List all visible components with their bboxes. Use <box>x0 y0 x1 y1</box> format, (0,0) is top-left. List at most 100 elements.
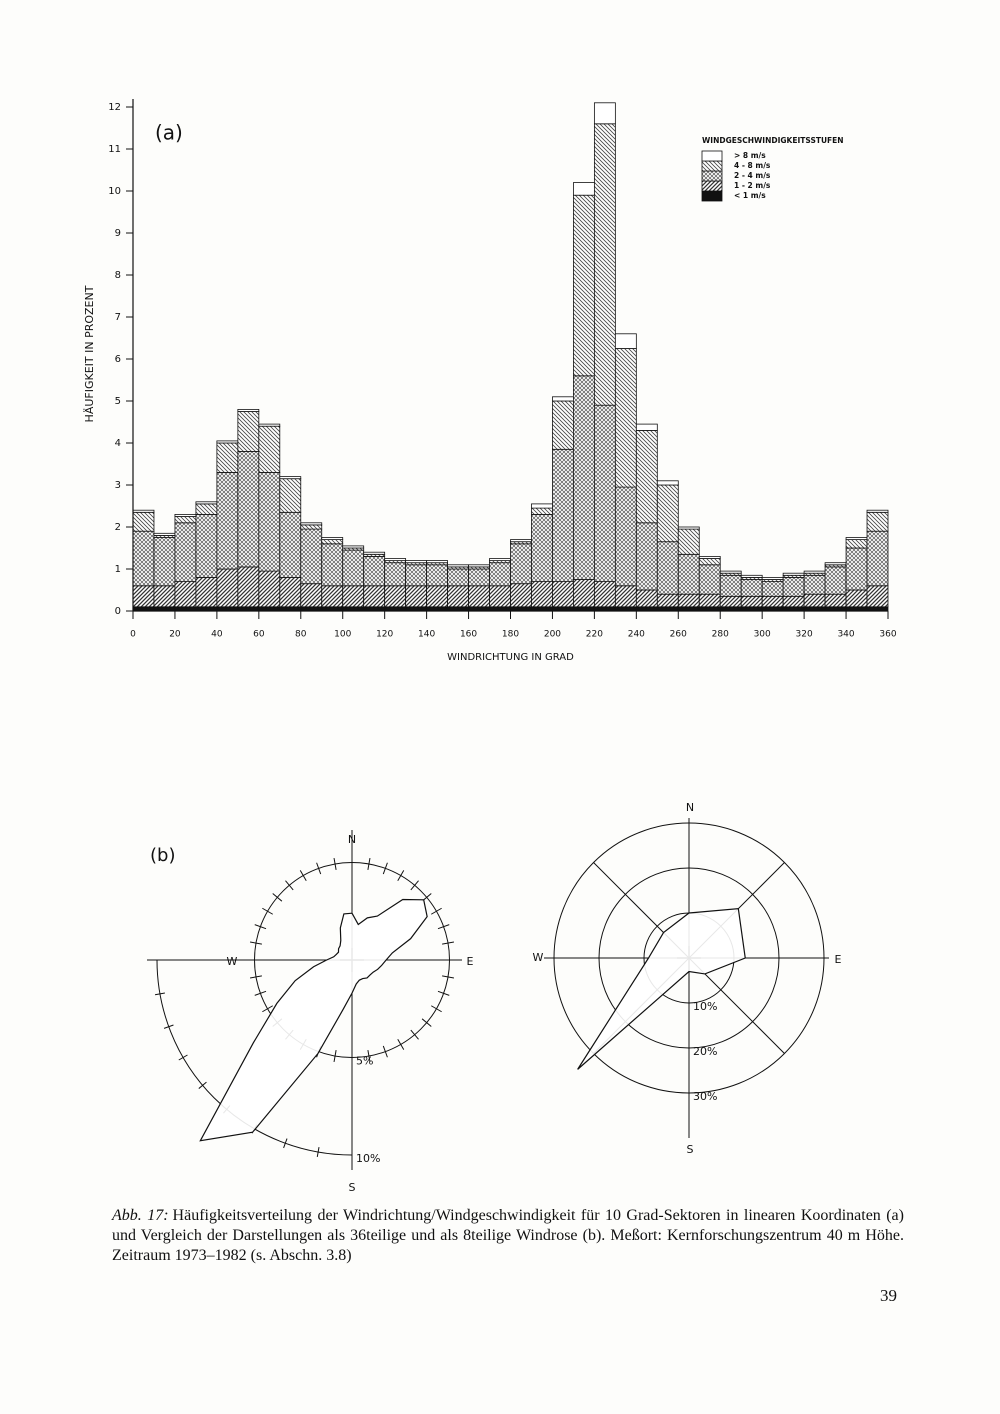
bar-segment <box>489 606 511 612</box>
ring-tick <box>382 862 388 875</box>
bar-segment <box>447 564 469 568</box>
bar-segment <box>489 562 511 587</box>
bar-segment <box>803 574 826 595</box>
bar-segment <box>153 606 176 612</box>
bar-segment <box>740 574 763 578</box>
y-tick-label: 1 <box>115 564 121 575</box>
bar-segment <box>573 579 595 608</box>
bar-segment <box>740 595 763 608</box>
ring-tick <box>437 924 450 930</box>
bar-segment <box>258 471 281 572</box>
x-tick-label: 260 <box>670 630 687 640</box>
bar-segment <box>468 606 490 612</box>
x-tick-label: 100 <box>334 630 351 640</box>
bar-segment <box>468 585 490 608</box>
bar-segment <box>342 545 365 549</box>
bar-segment <box>761 595 784 608</box>
bar-segment <box>363 606 386 612</box>
bar-segment <box>342 606 365 612</box>
ring-tick <box>397 870 405 882</box>
x-tick-label: 20 <box>169 630 181 640</box>
y-tick-label: 11 <box>108 144 121 155</box>
bar-segment <box>824 562 847 566</box>
ring-tick <box>249 941 262 945</box>
y-tick-label: 6 <box>115 354 121 365</box>
ring-arc <box>156 959 353 1156</box>
ring-tick <box>283 1138 288 1149</box>
bar-segment <box>531 514 553 583</box>
bar-segment <box>447 606 469 612</box>
bar-segment <box>510 606 532 612</box>
bar-segment <box>258 606 281 612</box>
bar-segment <box>342 585 365 608</box>
bar-segment <box>782 606 805 612</box>
y-tick-label: 2 <box>115 522 121 533</box>
bar-segment <box>384 562 407 587</box>
ring-label: 20% <box>693 1045 717 1058</box>
bar-segment <box>300 583 323 608</box>
bar-segment <box>698 556 721 559</box>
bar-segment <box>740 606 763 612</box>
legend-label: 1 - 2 m/s <box>734 181 771 190</box>
bar-segment <box>573 375 595 580</box>
bar-segment <box>656 480 679 486</box>
ring-tick <box>410 1029 419 1040</box>
caption-text: Häufigkeitsverteilung der Windrichtung/W… <box>112 1207 904 1264</box>
bar-segment <box>132 530 155 587</box>
bar-segment <box>866 606 889 612</box>
bar-segment <box>719 574 742 597</box>
bar-segment <box>677 553 700 595</box>
bar-segment <box>153 537 176 587</box>
bar-segment <box>552 400 574 450</box>
bar-segment <box>279 577 302 608</box>
bar-segment <box>510 543 532 585</box>
x-tick-label: 300 <box>754 630 771 640</box>
y-tick-label: 3 <box>115 480 121 491</box>
legend-swatch <box>701 170 723 182</box>
bar-segment <box>824 566 847 595</box>
ring-tick <box>442 941 455 945</box>
bar-segment <box>845 537 868 540</box>
x-tick-label: 200 <box>544 630 561 640</box>
bar-segment <box>761 581 784 597</box>
bar-segment <box>614 606 637 612</box>
bar-segment <box>447 585 469 608</box>
direction-label: N <box>348 833 356 846</box>
page-number: 39 <box>880 1286 897 1305</box>
legend-label: 4 - 8 m/s <box>734 161 771 170</box>
bar-segment <box>174 522 197 582</box>
bar-segment <box>719 606 742 612</box>
bar-segment <box>342 549 365 587</box>
ring-tick <box>430 907 442 915</box>
bar-segment <box>321 537 344 540</box>
y-tick-label: 0 <box>115 606 121 617</box>
bar-segment <box>656 606 679 612</box>
bar-segment <box>866 509 889 513</box>
y-tick-label: 8 <box>115 270 121 281</box>
y-axis-label: HÄUFIGKEIT IN PROZENT <box>83 285 96 422</box>
bar-segment <box>614 486 637 587</box>
ring-tick <box>430 1005 442 1013</box>
bar-segment <box>656 593 679 608</box>
bar-segment <box>593 102 616 125</box>
legend-swatch <box>701 150 723 162</box>
bar-segment <box>300 528 323 585</box>
bar-segment <box>195 577 218 608</box>
direction-label: S <box>687 1143 694 1156</box>
x-tick-label: 120 <box>376 630 393 640</box>
bar-segment <box>552 606 574 612</box>
x-tick-label: 320 <box>796 630 813 640</box>
bar-segment <box>656 484 679 543</box>
ring-tick <box>285 880 294 891</box>
bar-segment <box>237 411 260 452</box>
panel-label: (b) <box>150 845 175 866</box>
ring-tick <box>421 1018 432 1027</box>
bar-segment <box>593 606 616 612</box>
bar-segment <box>216 568 239 608</box>
bar-segment <box>300 522 323 526</box>
x-tick-label: 360 <box>879 630 896 640</box>
bar-segment <box>405 564 428 587</box>
rose-polygon <box>577 908 746 1070</box>
